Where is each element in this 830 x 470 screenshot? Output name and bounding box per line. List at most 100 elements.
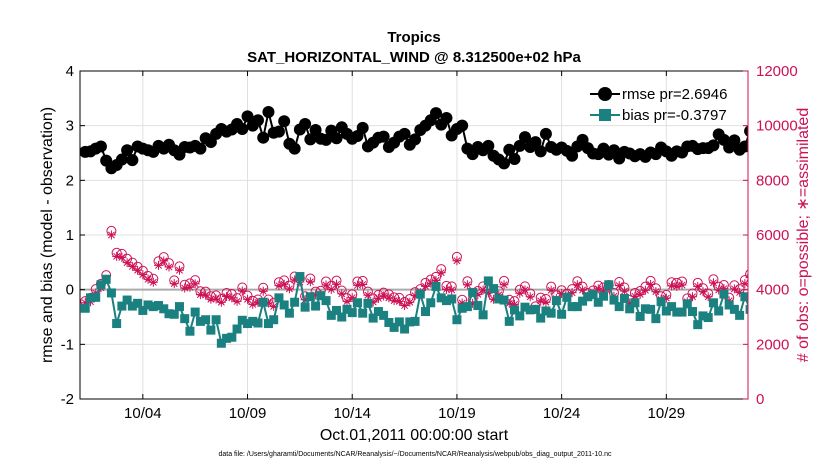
bias-point (546, 308, 556, 318)
bias-point (719, 289, 729, 299)
obs-assimilated-point (106, 230, 116, 240)
obs-assimilated-point (122, 258, 132, 268)
obs-assimilated-point (154, 260, 164, 270)
bias-point (452, 315, 462, 325)
bias-point (379, 310, 389, 320)
bias-point (583, 292, 593, 302)
obs-assimilated-point (190, 279, 200, 289)
bias-point (698, 311, 708, 321)
obs-assimilated-point (248, 299, 258, 309)
obs-assimilated-point (688, 292, 698, 302)
rmse-point (377, 130, 390, 143)
x-tick-label: 10/24 (543, 405, 581, 422)
obs-assimilated-point (421, 281, 431, 291)
obs-possible-point (814, 274, 823, 283)
y-left-tick-label: -1 (61, 336, 74, 353)
obs-assimilated-point (431, 275, 441, 285)
bias-point (263, 319, 273, 329)
bias-point (588, 290, 598, 300)
rmse-point (429, 107, 442, 120)
obs-assimilated-point (232, 296, 242, 306)
obs-assimilated-point (557, 288, 567, 298)
bias-point (630, 298, 640, 308)
obs-assimilated-point (284, 284, 294, 294)
rmse-point (126, 154, 139, 167)
bias-point (619, 293, 629, 303)
obs-assimilated-point (384, 293, 394, 303)
obs-assimilated-point (661, 293, 671, 303)
bias-point (80, 303, 90, 313)
rmse-point (356, 121, 369, 134)
obs-assimilated-point (326, 284, 336, 294)
bias-point (112, 319, 122, 329)
bias-point (201, 315, 211, 325)
bias-point (284, 308, 294, 318)
bias-point (222, 333, 232, 343)
obs-assimilated-point (667, 281, 677, 291)
y-axis-right: 0 2000 4000 6000 8000 10000 12000 (743, 63, 798, 408)
obs-assimilated-point (410, 291, 420, 301)
obs-assimilated-point (515, 288, 525, 298)
bias-point (237, 315, 247, 325)
obs-assimilated-point (672, 281, 682, 291)
x-axis-label: Oct.01,2011 00:00:00 start (320, 427, 509, 444)
y-axis-left: -2 -1 0 1 2 3 4 (61, 63, 85, 408)
rmse-point (503, 143, 516, 156)
bias-point (195, 316, 205, 326)
bias-point (347, 308, 357, 318)
obs-assimilated-point (619, 286, 629, 296)
rmse-series (80, 106, 830, 175)
obs-assimilated-point (599, 286, 609, 296)
obs-assimilated-point (80, 298, 90, 308)
obs-assimilated-point (504, 298, 514, 308)
obs-assimilated-point (138, 270, 148, 280)
obs-assimilated-point (483, 288, 493, 298)
obs-assimilated-point (593, 284, 603, 294)
obs-assimilated-point (745, 274, 748, 282)
chart-title: Tropics (387, 29, 440, 46)
obs-assimilated-point (708, 278, 718, 288)
rmse-point (498, 157, 511, 170)
bias-point (426, 298, 436, 308)
rmse-point (241, 110, 254, 123)
rmse-point (823, 125, 830, 137)
bias-point (133, 298, 143, 308)
obs-assimilated-point (405, 297, 415, 307)
obs-assimilated-point (300, 295, 310, 305)
bias-point (305, 292, 315, 302)
bias-point (504, 316, 514, 326)
bias-point (127, 301, 137, 311)
bias-point (651, 314, 661, 324)
obs-assimilated-point (646, 279, 656, 289)
bias-point (91, 292, 101, 302)
bias-point (384, 317, 394, 327)
bias-point (216, 338, 226, 348)
obs-assimilated-point (269, 301, 279, 311)
bias-point (814, 321, 823, 330)
bias-point (703, 313, 713, 323)
obs-assimilated-point (457, 298, 467, 308)
rmse-point (94, 140, 107, 153)
obs-possible-point (824, 288, 830, 297)
bias-point (274, 293, 284, 303)
obs-assimilated-point (536, 296, 546, 306)
data-file-note: data file: /Users/gharamti/Documents/NCA… (218, 451, 612, 458)
obs-assimilated-point (311, 290, 321, 300)
bias-point (400, 324, 410, 334)
obs-assimilated-point (112, 251, 122, 261)
rmse-point (272, 125, 285, 138)
bias-point (342, 304, 352, 314)
bias-point (269, 315, 279, 325)
rmse-point (440, 112, 453, 125)
obs-assimilated-point (719, 284, 729, 294)
bias-point (494, 294, 504, 304)
bias-point (604, 280, 614, 290)
bias-series (80, 272, 823, 348)
bias-point (551, 296, 561, 306)
bias-point (368, 313, 378, 323)
obs-assimilated-point (373, 293, 383, 303)
rmse-point (508, 153, 521, 166)
obs-assimilated-point (567, 288, 577, 298)
bias-point (206, 325, 216, 335)
rmse-point (299, 118, 312, 131)
